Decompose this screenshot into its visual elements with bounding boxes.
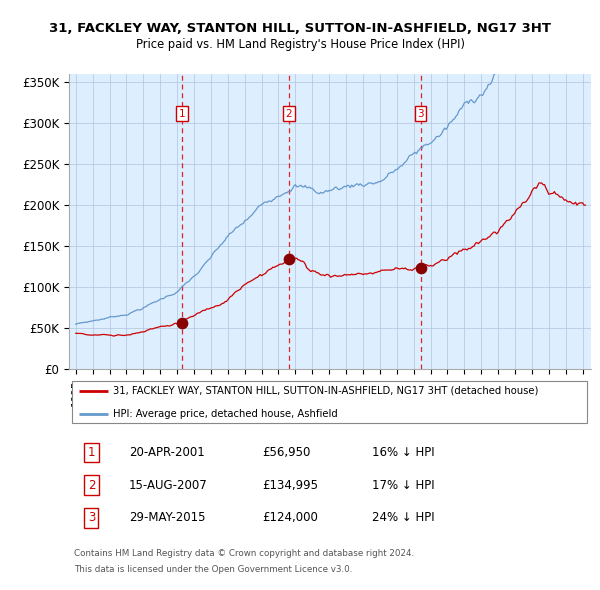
Text: £56,950: £56,950 (262, 446, 311, 459)
Point (416, 263, 425, 273)
Text: 1: 1 (88, 446, 95, 459)
Text: 16% ↓ HPI: 16% ↓ HPI (372, 446, 434, 459)
Text: This data is licensed under the Open Government Licence v3.0.: This data is licensed under the Open Gov… (74, 565, 353, 574)
Text: 31, FACKLEY WAY, STANTON HILL, SUTTON-IN-ASHFIELD, NG17 3HT: 31, FACKLEY WAY, STANTON HILL, SUTTON-IN… (49, 22, 551, 35)
Point (177, 318, 187, 327)
Point (284, 254, 294, 263)
Text: 20-APR-2001: 20-APR-2001 (129, 446, 205, 459)
Text: 15-AUG-2007: 15-AUG-2007 (129, 478, 208, 491)
Text: £124,000: £124,000 (262, 512, 318, 525)
FancyBboxPatch shape (71, 381, 587, 423)
Text: 31, FACKLEY WAY, STANTON HILL, SUTTON-IN-ASHFIELD, NG17 3HT (detached house): 31, FACKLEY WAY, STANTON HILL, SUTTON-IN… (113, 386, 539, 396)
Text: Price paid vs. HM Land Registry's House Price Index (HPI): Price paid vs. HM Land Registry's House … (136, 38, 464, 51)
Text: 2: 2 (286, 109, 292, 119)
Text: 24% ↓ HPI: 24% ↓ HPI (372, 512, 434, 525)
Text: 3: 3 (417, 109, 424, 119)
Text: 17% ↓ HPI: 17% ↓ HPI (372, 478, 434, 491)
Text: 2: 2 (88, 478, 95, 491)
Text: £134,995: £134,995 (262, 478, 318, 491)
Text: HPI: Average price, detached house, Ashfield: HPI: Average price, detached house, Ashf… (113, 409, 338, 419)
Text: 29-MAY-2015: 29-MAY-2015 (129, 512, 206, 525)
Text: 1: 1 (179, 109, 185, 119)
Text: Contains HM Land Registry data © Crown copyright and database right 2024.: Contains HM Land Registry data © Crown c… (74, 549, 415, 559)
Text: 3: 3 (88, 512, 95, 525)
